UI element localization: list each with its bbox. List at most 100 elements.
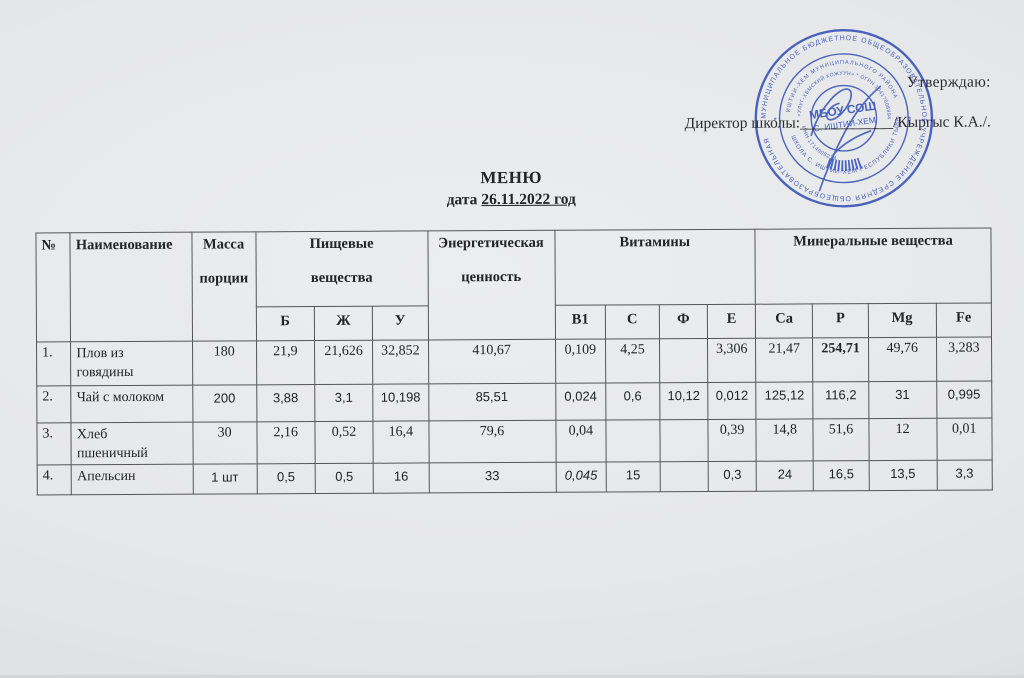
- value-cell: 32,852: [372, 339, 429, 385]
- stamp-star-left: *: [774, 116, 777, 125]
- mass-header-line2: порции: [199, 270, 249, 287]
- value-cell: 79,6: [428, 420, 556, 463]
- value-cell: 85,51: [428, 383, 556, 421]
- subcol-b1: В1: [554, 305, 606, 340]
- value-cell: 3,283: [936, 336, 992, 382]
- col-number-header: №: [35, 232, 71, 342]
- value-cell: [659, 338, 709, 383]
- value-cell: 49,76: [868, 337, 937, 382]
- col-mass-header: Масса порции: [191, 231, 257, 342]
- value-cell: 14,8: [755, 418, 814, 462]
- subcol-f: Ф: [658, 304, 708, 339]
- row-number: 4.: [37, 464, 72, 495]
- stamp-barcode-band: [826, 157, 863, 172]
- value-cell: 10,198: [372, 383, 429, 422]
- value-cell: 21,626: [314, 340, 373, 385]
- value-cell: 0,109: [555, 339, 606, 384]
- col-name-header: Наименование: [70, 232, 193, 342]
- value-cell: 3,1: [314, 384, 374, 422]
- menu-row: 3. Хлеб пшеничный 30 2,16 0,52 16,4 79,6 0,04 0,3…: [36, 417, 993, 465]
- value-cell: 125,12: [755, 381, 814, 420]
- value-cell: 4,25: [605, 338, 660, 384]
- subcol-e: Е: [707, 304, 756, 339]
- value-cell: 0,995: [936, 380, 992, 419]
- col-food-group-header: Пищевые вещества: [255, 230, 428, 307]
- stamp-svg: МУНИЦИПАЛЬНОЕ БЮДЖЕТНОЕ ОБЩЕОБРАЗОВАТЕЛЬ…: [748, 20, 934, 208]
- value-cell: 0,012: [708, 382, 756, 420]
- menu-table-wrap: № Наименование Масса порции Пищевые вещест…: [35, 227, 993, 495]
- value-cell: 410,67: [428, 339, 556, 384]
- value-cell: [606, 419, 660, 462]
- value-cell: 16: [373, 462, 429, 494]
- col-minerals-group-header: Минеральные вещества: [754, 227, 992, 305]
- menu-row: 1. Плов из говядины 180 21,9 21,626 32,852 410,…: [36, 336, 992, 386]
- menu-row: 4. Апельсин 1 шт 0,5 0,5 16 33 0,045 15 0,3 24 16,5…: [37, 459, 993, 495]
- mass-value: 200: [192, 384, 257, 423]
- dish-name: Хлеб пшеничный: [71, 422, 193, 465]
- value-cell: 0,5: [315, 463, 374, 494]
- subcol-p: P: [812, 303, 869, 338]
- value-cell: 0,6: [605, 382, 660, 421]
- value-cell: 12: [868, 418, 937, 461]
- value-cell: [659, 461, 709, 492]
- subcol-fe: Fe: [935, 302, 992, 338]
- value-cell: 33: [428, 462, 556, 493]
- row-number: 3.: [36, 422, 72, 465]
- menu-table: № Наименование Масса порции Пищевые вещест…: [35, 227, 993, 495]
- dish-name: Апельсин: [71, 463, 193, 495]
- value-cell: 10,12: [659, 382, 709, 420]
- value-cell: 2,16: [256, 421, 316, 464]
- energy-header-line2: ценность: [461, 268, 522, 286]
- value-cell: 116,2: [813, 381, 869, 419]
- col-vitamins-group-header: Витамины: [554, 229, 756, 306]
- subcol-mg: Mg: [868, 303, 937, 338]
- value-cell: [659, 419, 709, 462]
- value-cell: 13,5: [868, 460, 937, 491]
- mass-value: 1 шт: [192, 463, 257, 494]
- value-cell: 0,3: [708, 461, 757, 492]
- subcol-carbs: У: [372, 305, 429, 341]
- value-cell: 254,71: [812, 337, 869, 382]
- signature: [810, 85, 882, 192]
- value-cell: 3,306: [707, 338, 756, 383]
- date-prefix: дата: [446, 191, 482, 209]
- subcol-ca: Ca: [755, 303, 813, 339]
- value-cell: 3,3: [936, 459, 993, 491]
- value-cell: 21,9: [256, 340, 315, 385]
- stamp-circles: [754, 29, 934, 208]
- row-number: 2.: [36, 385, 72, 423]
- dish-name: Чай с молоком: [71, 385, 193, 423]
- value-cell: 0,045: [555, 461, 607, 493]
- value-cell: 0,5: [256, 463, 316, 494]
- food-header-line2: вещества: [310, 269, 373, 287]
- header-row-groups: № Наименование Масса порции Пищевые вещест…: [35, 227, 992, 342]
- value-cell: 15: [606, 461, 660, 492]
- value-cell: 24: [756, 460, 814, 492]
- school-stamp: МУНИЦИПАЛЬНОЕ БЮДЖЕТНОЕ ОБЩЕОБРАЗОВАТЕЛЬ…: [748, 20, 938, 213]
- value-cell: 3,88: [256, 384, 315, 422]
- date-value: 26.11.2022 год: [481, 190, 576, 209]
- subcol-protein: Б: [255, 306, 315, 341]
- value-cell: 31: [868, 381, 937, 419]
- value-cell: 0,04: [555, 420, 607, 463]
- value-cell: 51,6: [813, 418, 869, 461]
- value-cell: 0,39: [708, 419, 757, 462]
- value-cell: 21,47: [755, 337, 814, 383]
- energy-header-line1: Энергетическая: [438, 234, 544, 252]
- dish-name: Плов из говядины: [70, 341, 193, 386]
- value-cell: 16,4: [373, 420, 429, 464]
- menu-row: 2. Чай с молоком 200 3,88 3,1 10,198 85,51 0,02…: [36, 380, 992, 423]
- mass-value: 30: [192, 421, 257, 464]
- mass-value: 180: [192, 340, 257, 386]
- value-cell: 16,5: [813, 460, 870, 491]
- food-header-line1: Пищевые: [309, 235, 374, 253]
- subcol-fat: Ж: [314, 306, 373, 341]
- value-cell: 0,024: [555, 383, 607, 421]
- subcol-c: С: [605, 304, 660, 340]
- stamp-star-right: *: [908, 115, 911, 124]
- row-number: 1.: [36, 341, 72, 386]
- mass-header-line1: Масса: [202, 236, 245, 253]
- col-energy-header: Энергетическая ценность: [427, 230, 556, 340]
